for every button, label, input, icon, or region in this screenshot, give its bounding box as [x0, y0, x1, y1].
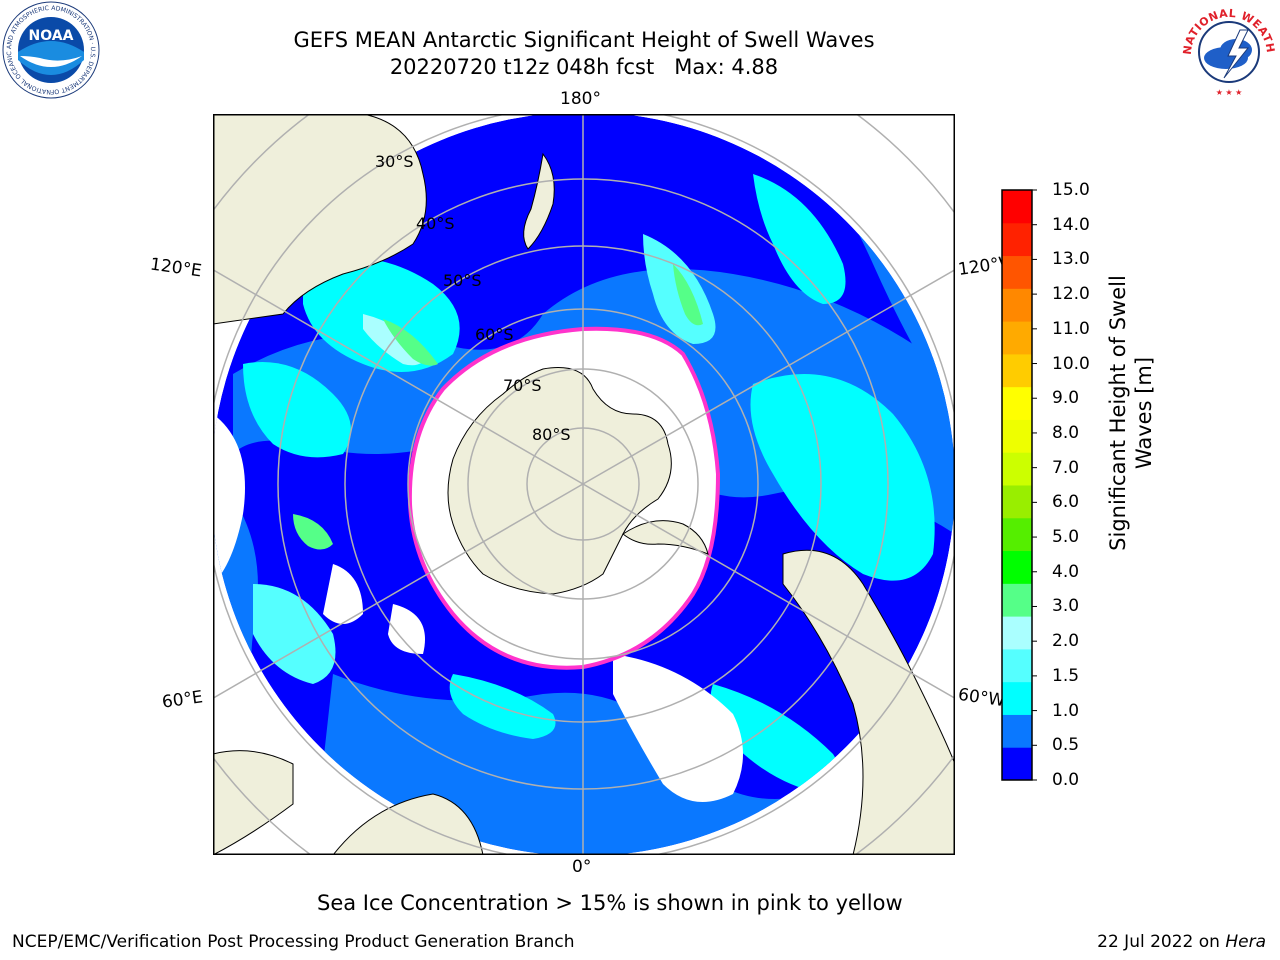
swell-peak [383, 319, 438, 366]
colorbar-tick-label: 13.0 [1052, 249, 1090, 270]
footer-branch: NCEP/EMC/Verification Post Processing Pr… [12, 932, 575, 952]
map-title: GEFS MEAN Antarctic Significant Height o… [293, 28, 875, 52]
swell-band-cyan [753, 174, 846, 304]
map-border [213, 114, 955, 855]
footer-machine: Hera [1225, 932, 1266, 952]
colorbar-tick-label: 11.0 [1052, 318, 1090, 339]
lat-label-30s: 30°S [375, 152, 414, 171]
land-africa [332, 793, 484, 855]
colorbar-tick-label: 0.0 [1052, 770, 1080, 790]
swell-band-cyan [253, 584, 336, 684]
colorbar-segment [1002, 353, 1032, 388]
colorbar-tick-label: 3.0 [1052, 596, 1080, 617]
colorbar-segment [1002, 747, 1032, 781]
nws-logo: NATIONAL WEATHER SERVICE ★ ★ ★ [1173, 0, 1280, 102]
lat-label-80s: 80°S [532, 425, 571, 444]
land-australia [213, 114, 427, 325]
colorbar-segment [1002, 288, 1032, 322]
colorbar-tick-label: 9.0 [1052, 388, 1080, 409]
lon-label-60e: 60°E [160, 687, 205, 713]
lat-label-50s: 50°S [443, 271, 482, 290]
lon-label-180: 180° [560, 89, 601, 109]
swell-band-cyan [710, 684, 841, 794]
colorbar-tick-label: 4.0 [1052, 561, 1080, 582]
colorbar-segment [1002, 452, 1032, 486]
swell-band-cyan [750, 374, 935, 581]
colorbar-tick-label: 8.0 [1052, 422, 1080, 443]
swell-band-cyan [449, 674, 556, 739]
map-subtitle: 20220720 t12z 048h fcst Max: 4.88 [389, 55, 779, 79]
swell-peak [673, 264, 703, 326]
no-swell-area [323, 564, 363, 624]
land-new-zealand [523, 152, 555, 250]
colorbar-tick-label: 14.0 [1052, 214, 1090, 235]
lon-label-60w: 60°W [956, 684, 1007, 712]
colorbar-segment [1002, 517, 1032, 552]
colorbar-segment [1002, 550, 1032, 584]
longitude-grid [213, 114, 955, 855]
footer-date-text: 22 Jul 2022 on [1097, 932, 1226, 952]
swell-peak [293, 514, 333, 550]
sea-ice-caption: Sea Ice Concentration > 15% is shown in … [317, 891, 903, 915]
colorbar-segment [1002, 255, 1032, 289]
colorbar [1001, 189, 1037, 781]
colorbar-segment [1002, 419, 1032, 453]
colorbar-segment [1002, 616, 1032, 650]
swell-band-cyan [243, 362, 351, 458]
lon-label-120e: 120°E [148, 254, 203, 282]
colorbar-tick-label: 2.0 [1052, 631, 1080, 652]
colorbar-tick-label: 12.0 [1052, 284, 1090, 305]
colorbar-segment [1002, 485, 1032, 519]
colorbar-segment [1002, 190, 1032, 224]
lon-label-0: 0° [572, 857, 592, 877]
footer-date: 22 Jul 2022 on Hera [1097, 932, 1266, 952]
colorbar-segment [1002, 714, 1032, 748]
colorbar-tick-label: 7.0 [1052, 457, 1080, 478]
colorbar-segment [1002, 681, 1032, 715]
land-south-america [782, 549, 955, 855]
land-antarctica [447, 367, 672, 595]
noaa-logo-text: NOAA [29, 28, 74, 44]
no-swell-area [613, 654, 743, 802]
colorbar-label: Significant Height of Swell Waves [m] [1106, 275, 1156, 551]
colorbar-tick-label: 1.0 [1052, 700, 1080, 721]
svg-text:★ ★ ★: ★ ★ ★ [1216, 88, 1243, 97]
land-madagascar [213, 750, 294, 855]
colorbar-tick-label: 1.5 [1052, 665, 1080, 686]
no-swell-area [213, 414, 245, 584]
lat-label-70s: 70°S [503, 376, 542, 395]
colorbar-segment [1002, 386, 1032, 420]
colorbar-tick-label: 15.0 [1052, 180, 1090, 200]
colorbar-tick-label: 0.5 [1052, 735, 1080, 756]
colorbar-segment [1002, 321, 1032, 355]
lat-label-60s: 60°S [475, 325, 514, 344]
colorbar-segment [1002, 583, 1032, 617]
colorbar-border [1001, 189, 1033, 781]
polar-map: 30°S 40°S 50°S 60°S 70°S 80°S [213, 114, 955, 855]
colorbar-tick-label: 10.0 [1052, 353, 1090, 374]
colorbar-segment [1002, 648, 1032, 683]
no-swell-area [388, 604, 425, 654]
noaa-logo: NATIONAL OCEANIC AND ATMOSPHERIC ADMINIS… [0, 0, 102, 100]
colorbar-segment [1002, 222, 1032, 257]
lat-label-40s: 40°S [416, 214, 455, 233]
land-antarctic-peninsula [622, 520, 709, 555]
colorbar-tick-label: 5.0 [1052, 527, 1080, 548]
colorbar-tick-label: 6.0 [1052, 492, 1080, 513]
